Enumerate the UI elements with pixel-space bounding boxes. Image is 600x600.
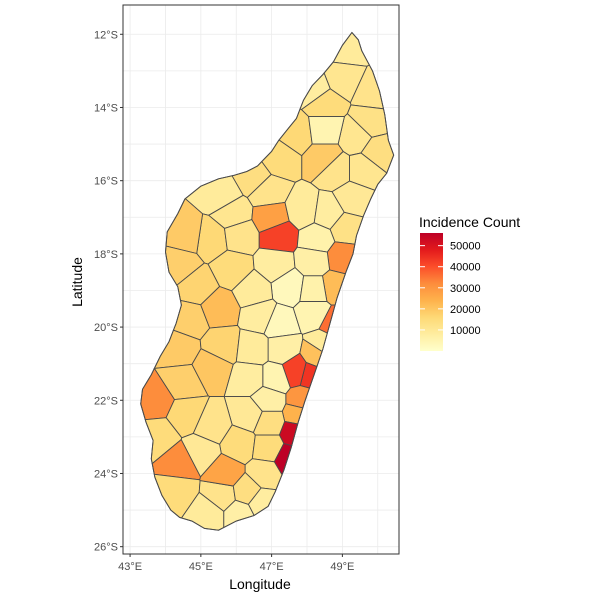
- district-bealanana: [308, 116, 345, 145]
- district-moramanga: [299, 275, 328, 302]
- x-tick-label: 45°E: [189, 561, 213, 573]
- y-tick-label: 18°S: [94, 249, 118, 261]
- y-axis-ticks: 12°S 14°S 16°S 18°S 20°S 22°S 24°S 26°S: [94, 29, 123, 554]
- y-tick-label: 20°S: [94, 322, 118, 334]
- legend-break-label: 10000: [450, 325, 481, 337]
- legend-title: Incidence Count: [419, 214, 520, 230]
- x-tick-label: 43°E: [118, 561, 142, 573]
- x-axis-ticks: 43°E 45°E 47°E 49°E: [118, 554, 354, 573]
- legend-break-label: 20000: [450, 304, 481, 316]
- y-tick-label: 22°S: [94, 395, 118, 407]
- y-tick-label: 14°S: [94, 102, 118, 114]
- x-tick-label: 49°E: [330, 561, 354, 573]
- coastline: [140, 31, 395, 531]
- legend: Incidence Count 10000 20000 30000 40000 5000…: [419, 214, 520, 351]
- panel-border: [122, 4, 400, 555]
- y-tick-label: 26°S: [94, 542, 118, 554]
- y-tick-label: 16°S: [94, 176, 118, 188]
- y-axis-title: Latitude: [69, 257, 85, 307]
- y-tick-label: 12°S: [94, 29, 118, 41]
- district-ambatofinandrahana: [235, 328, 269, 366]
- x-tick-label: 47°E: [260, 561, 284, 573]
- legend-ticks: 10000 20000 30000 40000 50000: [420, 241, 481, 337]
- legend-break-label: 40000: [450, 262, 481, 274]
- legend-colorbar: [420, 233, 443, 351]
- district-polygons: [140, 31, 395, 531]
- y-tick-label: 24°S: [94, 468, 118, 480]
- legend-break-label: 50000: [450, 241, 481, 253]
- legend-break-label: 30000: [450, 283, 481, 295]
- x-axis-title: Longitude: [229, 576, 291, 592]
